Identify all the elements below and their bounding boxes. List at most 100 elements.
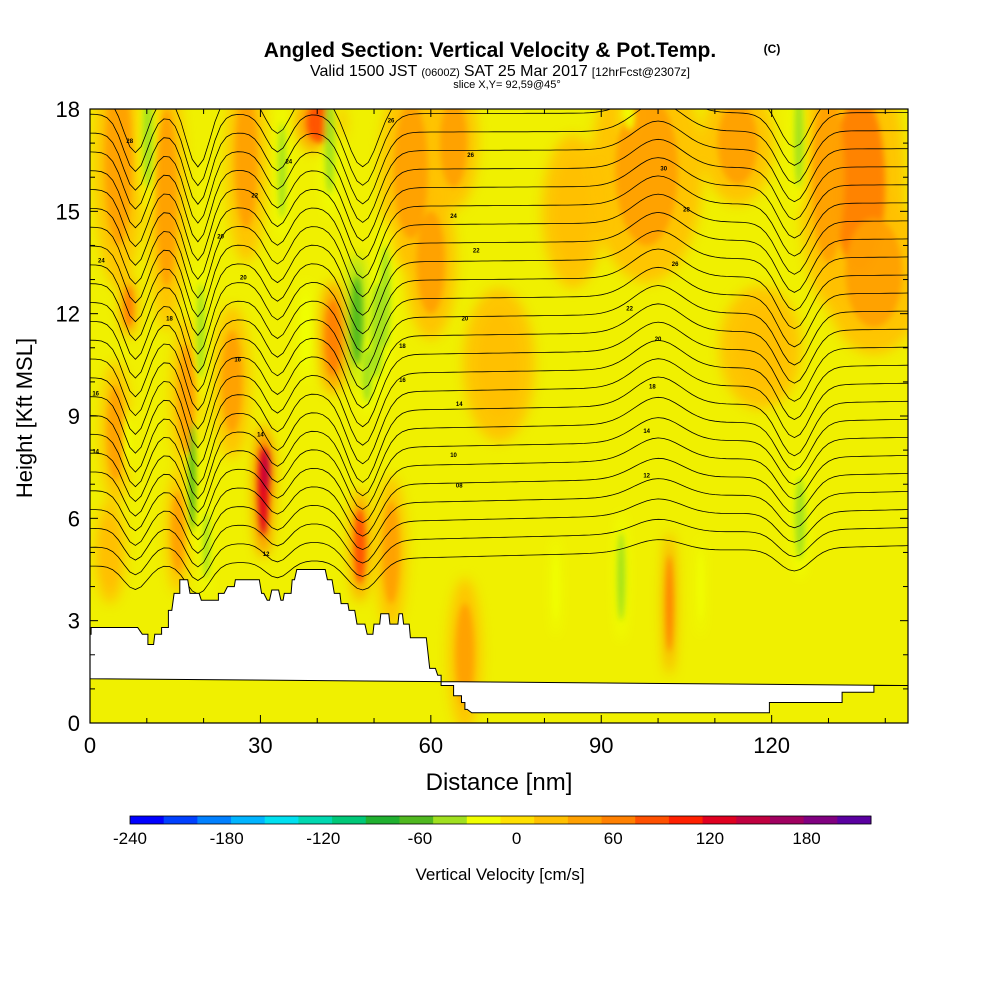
colorbar-swatch <box>130 816 165 824</box>
updraft-core <box>124 286 134 328</box>
colorbar-tick-label: -120 <box>306 829 340 848</box>
updraft-core <box>555 160 590 263</box>
isentrope-label: 28 <box>683 207 690 213</box>
isentrope-label: 18 <box>166 316 173 322</box>
isentrope-line <box>90 321 908 430</box>
terrain <box>90 569 908 714</box>
downdraft-core <box>625 109 635 130</box>
y-tick-label: 6 <box>68 506 80 531</box>
isentrope-label: 26 <box>467 153 474 159</box>
isentrope-label: 10 <box>450 453 457 459</box>
colorbar-tick-label: 60 <box>604 829 623 848</box>
chart-subtitle: Valid 1500 JST (0600Z) SAT 25 Mar 2017 [12h… <box>310 63 690 80</box>
isentrope-label: 30 <box>660 166 667 172</box>
x-tick-label: 30 <box>248 733 272 758</box>
isentrope-line <box>90 518 908 581</box>
colorbar-swatch <box>736 816 771 824</box>
updraft-core <box>845 218 903 328</box>
isentrope-line <box>90 285 908 393</box>
isentrope-line <box>90 211 908 318</box>
updraft-core <box>354 508 366 584</box>
colorbar-tick-label: -240 <box>113 829 147 848</box>
isentrope-line <box>90 193 908 299</box>
isentrope-label: 20 <box>462 316 469 322</box>
colorbar-swatch <box>298 816 333 824</box>
downdraft-core <box>142 109 154 188</box>
updraft-core <box>101 518 119 587</box>
isentrope-label: 26 <box>672 262 679 268</box>
isentrope-line <box>90 266 908 374</box>
isentrope-label: 16 <box>234 357 241 363</box>
isentrope-line <box>90 339 908 449</box>
updraft-core <box>234 109 258 229</box>
x-tick-label: 120 <box>753 733 790 758</box>
updraft-core <box>104 109 133 246</box>
isentrope-line <box>90 457 908 541</box>
y-axis: 0 3 6 9 12 15 18 <box>56 97 908 736</box>
isentrope-label: 12 <box>643 473 650 479</box>
downdraft-core <box>617 531 626 621</box>
subtitle-forecast: [12hrFcst@2307z] <box>592 65 690 79</box>
isentrope-line <box>90 376 908 486</box>
isentrope-label: 24 <box>285 160 292 166</box>
isentrope-label: 22 <box>473 248 480 254</box>
updraft-core <box>416 211 446 314</box>
downdraft-core <box>362 347 373 403</box>
isentrope-line <box>90 120 908 224</box>
colorbar-swatch <box>332 816 367 824</box>
isentrope-label: 12 <box>263 552 270 558</box>
subtitle-date: SAT 25 Mar 2017 <box>464 63 588 80</box>
colorbar-swatch <box>601 816 636 824</box>
y-tick-label: 0 <box>68 711 80 736</box>
x-tick-label: 60 <box>419 733 443 758</box>
downdraft-core <box>698 552 703 621</box>
colorbar-swatch <box>635 816 670 824</box>
colorbar-swatch <box>163 816 198 824</box>
updraft-core <box>812 109 845 263</box>
updraft-core <box>439 109 468 188</box>
colorbar-swatch <box>769 816 805 824</box>
isentrope-label: 08 <box>456 484 463 490</box>
isentrope-label: 16 <box>399 378 406 384</box>
colorbar-tick-label: 120 <box>696 829 724 848</box>
y-tick-label: 15 <box>56 199 80 224</box>
colorbar-swatch <box>567 816 603 824</box>
subtitle-prefix: Valid 1500 JST <box>310 63 418 80</box>
colorbar-frame <box>129 815 872 825</box>
isentrope-line <box>90 396 908 500</box>
isentrope-line <box>90 478 908 554</box>
x-axis: 0 30 60 90 120 <box>84 109 886 758</box>
y-axis-label: Height [Kft MSL] <box>12 338 37 498</box>
isentrope-label: 16 <box>92 392 99 398</box>
updraft-core <box>171 491 185 573</box>
isentrope-line <box>90 175 908 280</box>
y-tick-label: 18 <box>56 97 80 122</box>
isentrope-label: 26 <box>388 119 395 125</box>
colorbar-swatch <box>668 816 704 824</box>
colorbar-swatch <box>702 816 737 824</box>
colorbar-swatch <box>466 816 501 824</box>
chart-title: Angled Section: Vertical Velocity & Pot.… <box>264 39 716 62</box>
updraft-core <box>666 555 673 652</box>
colorbar-swatch <box>197 816 232 824</box>
downdraft-core <box>324 109 335 195</box>
updraft-core <box>717 109 758 185</box>
x-tick-label: 90 <box>589 733 613 758</box>
updraft-core <box>325 300 342 376</box>
isentrope-label: 14 <box>643 429 650 435</box>
x-tick-label: 0 <box>84 733 96 758</box>
slice-label: slice X,Y= 92,59@45° <box>453 79 561 91</box>
colorbar: -240 -180 -120 -60 0 60 120 180 <box>113 815 872 848</box>
downdraft-core <box>794 477 806 560</box>
isentrope-line <box>90 109 908 187</box>
colorbar-swatch <box>837 816 872 824</box>
downdraft-core <box>552 552 559 621</box>
isentrope-line <box>90 157 908 262</box>
isentrope-label: 20 <box>655 337 662 343</box>
downdraft-core <box>380 245 391 348</box>
updraft-core <box>615 109 678 246</box>
isentrope-label: 24 <box>98 259 105 265</box>
isentrope-labels: 28 24 16 14 20 18 20 16 24 22 26 26 24 22 20 18 16 14 10 08… <box>92 119 690 558</box>
y-tick-label: 9 <box>68 404 80 429</box>
colorbar-swatch <box>399 816 434 824</box>
